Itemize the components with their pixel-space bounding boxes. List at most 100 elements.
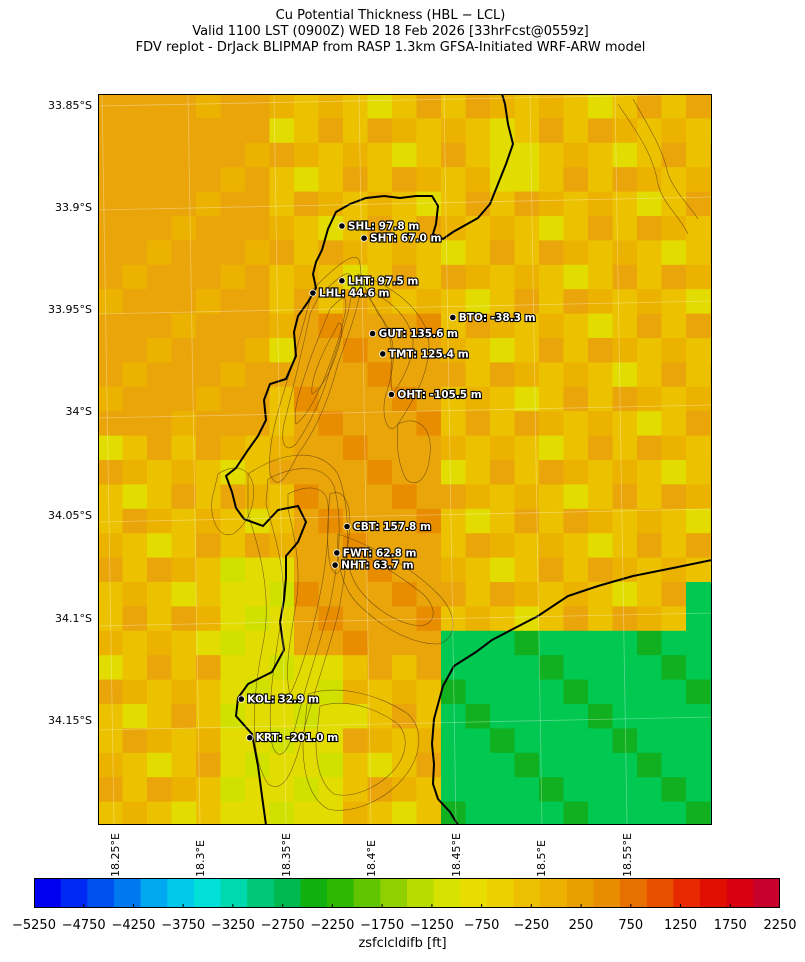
grid-cell [147, 313, 172, 339]
grid-cell [269, 460, 295, 485]
grid-cell [294, 777, 319, 803]
grid-cell [661, 167, 687, 193]
grid-cell [514, 240, 540, 266]
grid-cell [122, 630, 148, 656]
grid-cell [343, 655, 368, 681]
grid-cell [269, 338, 295, 363]
longitude-tick-label: 18.45°E [450, 833, 463, 877]
colorbar-cell [593, 878, 621, 908]
grid-cell [563, 582, 589, 607]
terrain-contours [211, 98, 699, 811]
station-label: GUT: 135.6 m [379, 328, 458, 340]
grid-cell [514, 606, 540, 632]
station-dot [246, 734, 254, 742]
colorbar-tick-label: −2750 [260, 918, 305, 933]
grid-cell [147, 533, 172, 559]
map-frame [98, 94, 712, 825]
grid-cell [196, 289, 221, 315]
grid-cell [563, 191, 589, 217]
grid-cell [367, 142, 393, 168]
grid-cell [588, 728, 613, 754]
grid-cell [98, 630, 123, 656]
grid-cell [686, 582, 711, 607]
grid-cell [122, 801, 148, 825]
grid-cell [637, 460, 662, 485]
grid-cell [367, 362, 393, 388]
grid-cell [98, 362, 123, 388]
grid-cell [122, 777, 148, 803]
grid-cell [661, 216, 687, 241]
grid-cell [514, 362, 540, 388]
grid-cell [514, 435, 540, 461]
grid-cell [343, 362, 368, 388]
grid-cell [171, 606, 197, 632]
grid-cell [343, 411, 368, 437]
colorbar [34, 878, 780, 908]
colorbar-tick-label: −1250 [409, 918, 454, 933]
grid-cell [661, 606, 687, 632]
grid-cell [294, 728, 319, 754]
grid-cell [686, 313, 711, 339]
title-line-3: FDV replot - DrJack BLIPMAP from RASP 1.… [135, 40, 646, 55]
grid-cell [441, 142, 466, 168]
grid-cell [367, 533, 393, 559]
grid-cell [367, 801, 393, 825]
grid-cell [588, 655, 613, 681]
grid-cell [367, 216, 393, 241]
grid-cell [661, 508, 687, 534]
grid-cell [539, 94, 564, 119]
grid-cell [539, 484, 564, 510]
colorbar-tick-label: −250 [513, 918, 550, 933]
grid-cell [147, 508, 172, 534]
grid-cell [220, 362, 246, 388]
grid-cell [539, 582, 564, 607]
grid-cell [612, 752, 638, 778]
grid-cell [612, 435, 638, 461]
grid-cell [686, 655, 711, 681]
grid-cell [318, 777, 344, 803]
grid-cell [245, 264, 270, 290]
grid-cell [514, 118, 540, 144]
grid-cell [98, 411, 123, 437]
grid-cell [343, 704, 368, 729]
grid-cell [318, 435, 344, 461]
grid-cell [441, 777, 466, 803]
grid-cell [612, 411, 638, 437]
grid-cell [171, 386, 197, 412]
grid-cell [686, 533, 711, 559]
grid-cell [539, 386, 564, 412]
grid-cell [171, 362, 197, 388]
grid-cell [122, 142, 148, 168]
grid-cell [392, 435, 417, 461]
grid-cell [686, 216, 711, 241]
grid-cell [490, 289, 515, 315]
grid-cell [588, 191, 613, 217]
grid-cell [686, 411, 711, 437]
grid-cell [269, 435, 295, 461]
grid-cell [171, 801, 197, 825]
grid-cell [612, 362, 638, 388]
grid-cell [343, 167, 368, 193]
grid-cell [416, 167, 442, 193]
grid-cell [514, 704, 540, 729]
grid-cell [588, 801, 613, 825]
grid-cell [588, 557, 613, 583]
grid-cell [465, 240, 491, 266]
grid-cell [686, 484, 711, 510]
grid-cell [661, 338, 687, 363]
station-dot [333, 549, 341, 557]
grid-cell [661, 582, 687, 607]
grid-cell [416, 606, 442, 632]
grid-cell [612, 118, 638, 144]
grid-cell [539, 435, 564, 461]
latitude-tick-label: 33.85°S [48, 99, 92, 112]
grid-cell [318, 338, 344, 363]
grid-cell [563, 704, 589, 729]
grid-cell [588, 606, 613, 632]
grid-cell [220, 313, 246, 339]
grid-cell [588, 460, 613, 485]
grid-cell [686, 435, 711, 461]
grid-cell [171, 142, 197, 168]
grid-cell [612, 289, 638, 315]
grid-cell [196, 313, 221, 339]
